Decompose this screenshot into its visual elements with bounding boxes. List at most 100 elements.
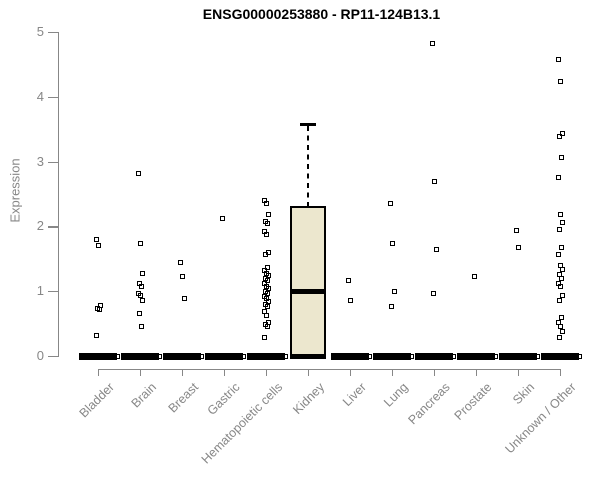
- x-tick-label: Brain: [128, 380, 159, 411]
- x-axis-tick: [392, 368, 394, 376]
- data-point: [138, 323, 144, 329]
- x-tick-label: Hematopoietic cells: [198, 380, 285, 467]
- x-axis-tick: [350, 368, 352, 376]
- data-point: [137, 293, 143, 299]
- data-point: [556, 134, 562, 140]
- x-axis-tick: [434, 368, 436, 376]
- data-point: [93, 236, 99, 242]
- box-iqr: [290, 206, 326, 359]
- x-tick-label: Bladder: [76, 380, 117, 421]
- y-axis-tick: [48, 291, 58, 293]
- x-axis-tick: [560, 368, 562, 376]
- y-axis-tick: [48, 226, 58, 228]
- y-tick-label: 1: [36, 283, 44, 299]
- x-axis-tick: [308, 368, 310, 376]
- x-axis-tick: [518, 368, 520, 376]
- data-point: [135, 171, 141, 177]
- data-point: [264, 220, 270, 226]
- data-point: [96, 307, 102, 313]
- data-point: [219, 216, 225, 222]
- y-tick-label: 0: [36, 348, 44, 363]
- y-tick-label: 5: [36, 24, 44, 39]
- collapsed-box-at-zero: [541, 353, 582, 360]
- collapsed-box-at-zero: [415, 353, 456, 360]
- data-point: [558, 315, 564, 321]
- data-point: [264, 265, 270, 271]
- data-point: [430, 290, 436, 296]
- data-point: [388, 303, 394, 309]
- x-tick-label: Breast: [165, 380, 201, 416]
- x-axis-tick: [224, 368, 226, 376]
- x-axis-line: [98, 368, 560, 370]
- data-point: [95, 243, 101, 249]
- upper-whisker: [307, 126, 309, 207]
- data-point: [559, 292, 565, 298]
- data-point: [557, 212, 563, 218]
- data-point: [264, 291, 270, 297]
- collapsed-box-at-zero: [247, 353, 288, 360]
- x-axis-tick: [266, 368, 268, 376]
- data-point: [557, 78, 563, 84]
- y-axis-line: [58, 32, 60, 357]
- data-point: [556, 271, 562, 277]
- x-tick-label: Skin: [509, 380, 537, 408]
- x-tick-label: Gastric: [205, 380, 243, 418]
- y-axis-tick: [48, 356, 58, 358]
- data-point: [556, 227, 562, 233]
- box-median: [290, 289, 326, 294]
- x-axis-tick: [182, 368, 184, 376]
- data-point: [265, 286, 271, 292]
- data-point: [387, 201, 393, 207]
- data-point: [559, 328, 565, 334]
- x-axis-tick: [98, 368, 100, 376]
- y-tick-label: 2: [36, 218, 44, 234]
- collapsed-box-at-zero: [373, 353, 414, 360]
- x-tick-label: Prostate: [452, 380, 495, 423]
- data-point: [557, 262, 563, 268]
- data-point: [513, 227, 519, 233]
- data-point: [265, 299, 271, 305]
- data-point: [555, 174, 561, 180]
- data-point: [139, 298, 145, 304]
- data-point: [264, 324, 270, 330]
- data-point: [263, 200, 269, 206]
- data-point: [265, 212, 271, 218]
- x-tick-label: Kidney: [289, 380, 327, 417]
- data-point: [97, 302, 103, 308]
- data-point: [515, 245, 521, 251]
- collapsed-box-at-zero: [79, 353, 120, 360]
- data-point: [558, 244, 564, 250]
- x-axis-tick: [140, 368, 142, 376]
- data-point: [559, 267, 565, 273]
- data-point: [556, 334, 562, 340]
- collapsed-box-at-zero: [457, 353, 498, 360]
- x-axis-tick: [476, 368, 478, 376]
- data-point: [559, 220, 565, 225]
- x-tick-label: Pancreas: [405, 380, 453, 428]
- y-axis-tick: [48, 32, 58, 34]
- data-point: [345, 278, 351, 284]
- x-tick-label: Lung: [381, 380, 411, 410]
- data-point: [261, 334, 267, 340]
- data-point: [137, 240, 143, 246]
- data-point: [262, 251, 268, 257]
- data-point: [263, 231, 269, 237]
- chart-title: ENSG00000253880 - RP11-124B13.1: [202, 6, 441, 22]
- data-point: [264, 304, 270, 310]
- data-point: [558, 276, 564, 282]
- data-point: [179, 274, 185, 280]
- data-point: [389, 240, 395, 246]
- data-point: [136, 310, 142, 316]
- y-axis-tick: [48, 161, 58, 163]
- data-point: [558, 154, 564, 160]
- data-point: [264, 278, 270, 284]
- y-axis-tick: [48, 96, 58, 98]
- y-tick-label: 4: [36, 88, 44, 104]
- data-point: [555, 57, 561, 63]
- collapsed-box-at-zero: [499, 353, 540, 360]
- data-point: [347, 297, 353, 303]
- data-point: [555, 251, 561, 257]
- x-tick-label: Liver: [339, 380, 369, 410]
